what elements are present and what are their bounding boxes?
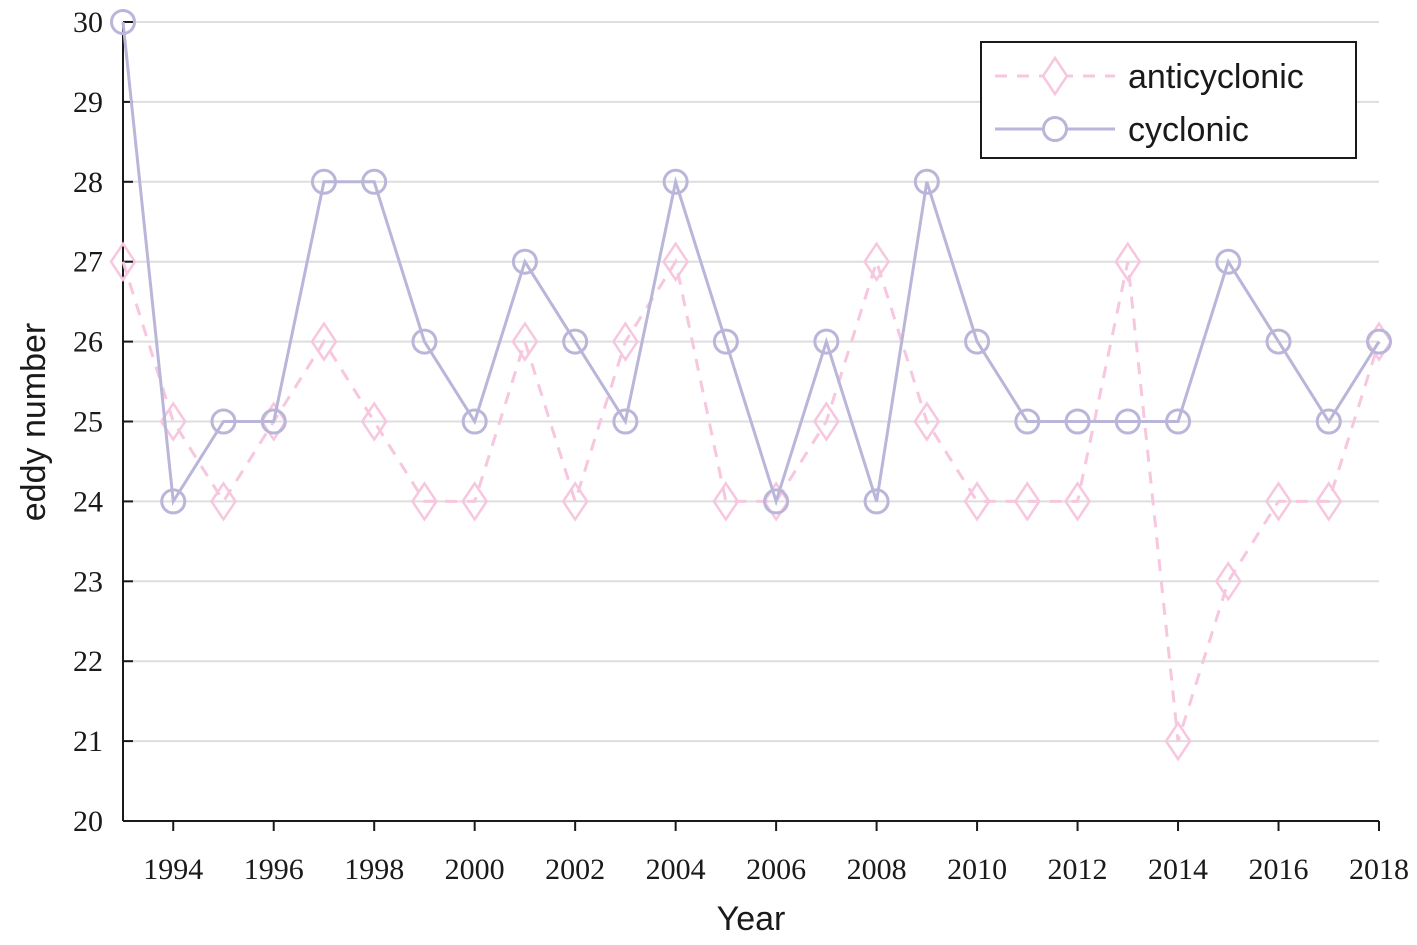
series-line-anticyclonic — [121, 256, 1381, 742]
y-tick-label-29: 29 — [73, 86, 103, 119]
y-tick-label-25: 25 — [73, 406, 103, 439]
point-cyclonic-2009 — [913, 168, 940, 195]
point-anticyclonic-2018 — [1365, 321, 1393, 362]
point-cyclonic-1999 — [411, 328, 438, 355]
point-anticyclonic-2012 — [1064, 481, 1092, 522]
point-anticyclonic-2015 — [1214, 561, 1242, 602]
point-cyclonic-2013 — [1114, 408, 1141, 435]
legend-marker-anticyclonic — [1041, 55, 1069, 97]
x-tick-label-2006: 2006 — [746, 853, 806, 886]
x-tick-label-2000: 2000 — [445, 853, 505, 886]
point-cyclonic-2002 — [562, 328, 589, 355]
point-anticyclonic-1996 — [260, 401, 288, 442]
point-cyclonic-2015 — [1215, 248, 1242, 275]
point-anticyclonic-2010 — [963, 481, 991, 522]
point-anticyclonic-2013 — [1114, 241, 1142, 282]
point-cyclonic-2003 — [612, 408, 639, 435]
tick-labels: 20 21 22 23 24 25 26 27 28 29 30 1994 1996 1998 2000 20… — [73, 6, 1409, 886]
y-tick-label-28: 28 — [73, 166, 103, 199]
point-anticyclonic-2000 — [461, 481, 489, 522]
x-tick-label-2012: 2012 — [1048, 853, 1108, 886]
legend-label-anticyclonic: anticyclonic — [1128, 58, 1304, 96]
y-tick-label-26: 26 — [73, 326, 103, 359]
y-tick-label-21: 21 — [73, 725, 103, 758]
x-tick-label-2014: 2014 — [1148, 853, 1208, 886]
point-cyclonic-2017 — [1315, 408, 1342, 435]
series-line-cyclonic — [121, 21, 1381, 507]
series-cyclonic — [110, 9, 1392, 515]
axes — [122, 21, 1380, 831]
y-tick-label-30: 30 — [73, 6, 103, 39]
point-anticyclonic-1993 — [109, 241, 137, 282]
x-tick-label-2016: 2016 — [1249, 853, 1309, 886]
point-cyclonic-2010 — [964, 328, 991, 355]
point-cyclonic-2016 — [1265, 328, 1292, 355]
point-cyclonic-2001 — [511, 248, 538, 275]
y-tick-label-22: 22 — [73, 645, 103, 678]
x-tick-label-2004: 2004 — [646, 853, 706, 886]
point-anticyclonic-2009 — [913, 401, 941, 442]
point-anticyclonic-2007 — [812, 401, 840, 442]
point-anticyclonic-2017 — [1315, 481, 1343, 522]
y-tick-label-24: 24 — [73, 485, 103, 518]
x-tick-label-2018: 2018 — [1349, 853, 1409, 886]
point-cyclonic-2005 — [712, 328, 739, 355]
point-anticyclonic-2016 — [1265, 481, 1293, 522]
y-tick-label-27: 27 — [73, 246, 103, 279]
point-anticyclonic-2006 — [762, 481, 790, 522]
series-anticyclonic — [109, 241, 1393, 762]
x-axis-title: Year — [717, 900, 786, 938]
point-cyclonic-1994 — [160, 488, 187, 515]
series — [109, 9, 1393, 762]
point-cyclonic-1998 — [361, 168, 388, 195]
point-cyclonic-1996 — [260, 408, 287, 435]
x-tick-label-1998: 1998 — [344, 853, 404, 886]
legend-marker-cyclonic — [1042, 116, 1068, 142]
point-cyclonic-1993 — [110, 9, 136, 35]
point-anticyclonic-2001 — [511, 321, 539, 362]
x-tick-label-2010: 2010 — [947, 853, 1007, 886]
point-cyclonic-2007 — [813, 328, 840, 355]
point-anticyclonic-1995 — [209, 481, 237, 522]
point-anticyclonic-2008 — [863, 241, 891, 282]
legend-box — [980, 41, 1357, 159]
point-cyclonic-2018 — [1366, 328, 1392, 355]
point-cyclonic-2000 — [461, 408, 488, 435]
point-anticyclonic-1999 — [410, 481, 438, 522]
x-tick-label-1994: 1994 — [143, 853, 203, 886]
x-tick-label-2002: 2002 — [545, 853, 605, 886]
x-tick-label-2008: 2008 — [847, 853, 907, 886]
point-cyclonic-1995 — [210, 408, 237, 435]
point-cyclonic-2008 — [863, 488, 890, 515]
point-anticyclonic-2011 — [1013, 481, 1041, 522]
point-anticyclonic-2004 — [662, 241, 690, 282]
point-anticyclonic-1998 — [360, 401, 388, 442]
point-cyclonic-2006 — [763, 488, 790, 515]
x-tick-label-1996: 1996 — [244, 853, 304, 886]
point-cyclonic-2011 — [1014, 408, 1041, 435]
legend: anticyclonic cyclonic — [980, 41, 1357, 159]
point-cyclonic-2004 — [662, 168, 689, 195]
legend-label-cyclonic: cyclonic — [1128, 111, 1249, 149]
y-axis-title: eddy number — [15, 323, 53, 521]
y-tick-label-23: 23 — [73, 565, 103, 598]
point-cyclonic-1997 — [310, 168, 337, 195]
y-tick-label-20: 20 — [73, 805, 103, 838]
point-anticyclonic-2005 — [712, 481, 740, 522]
point-anticyclonic-2014 — [1164, 720, 1192, 762]
point-cyclonic-2012 — [1064, 408, 1091, 435]
point-anticyclonic-2002 — [561, 481, 589, 522]
point-anticyclonic-1997 — [310, 321, 338, 362]
point-anticyclonic-2003 — [611, 321, 639, 362]
point-cyclonic-2014 — [1165, 408, 1192, 435]
